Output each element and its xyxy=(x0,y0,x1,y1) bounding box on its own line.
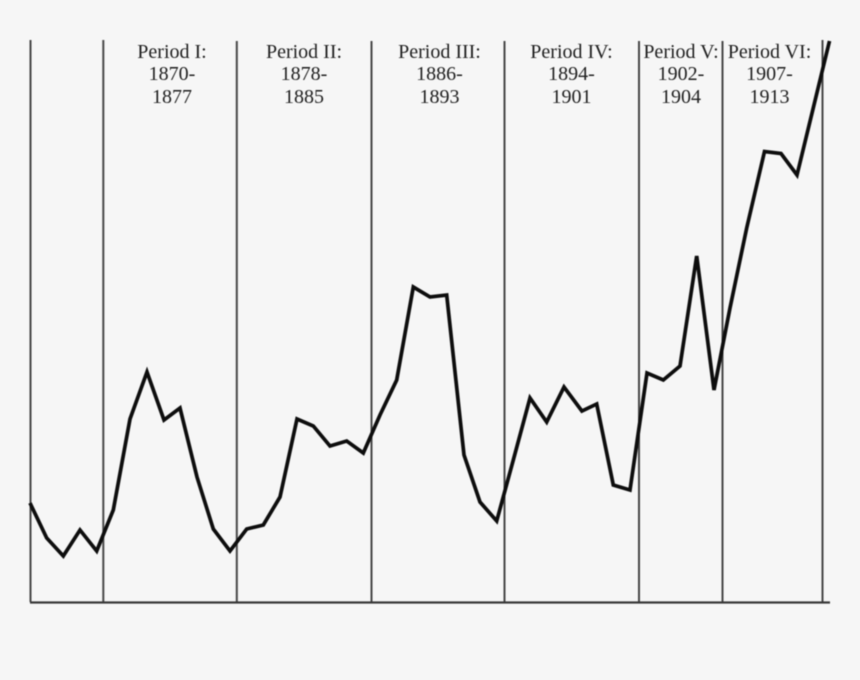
svg-text:1907-: 1907- xyxy=(746,63,793,85)
svg-text:1904: 1904 xyxy=(661,86,701,108)
svg-text:1902-: 1902- xyxy=(658,63,705,85)
svg-text:1870-: 1870- xyxy=(149,63,196,85)
svg-text:1878-: 1878- xyxy=(281,63,328,85)
svg-text:1877: 1877 xyxy=(152,86,192,108)
svg-text:Period I:: Period I: xyxy=(137,41,206,63)
svg-text:1894-: 1894- xyxy=(548,63,595,85)
svg-text:Period VI:: Period VI: xyxy=(728,41,812,63)
svg-text:1885: 1885 xyxy=(284,86,324,108)
svg-text:1886-: 1886- xyxy=(416,63,463,85)
svg-text:Period II:: Period II: xyxy=(266,41,342,63)
svg-text:1913: 1913 xyxy=(750,86,790,108)
svg-text:1893: 1893 xyxy=(420,86,460,108)
svg-text:Period V:: Period V: xyxy=(643,41,718,63)
svg-text:1901: 1901 xyxy=(552,86,592,108)
svg-text:Period III:: Period III: xyxy=(398,41,481,63)
svg-text:Period IV:: Period IV: xyxy=(530,41,612,63)
